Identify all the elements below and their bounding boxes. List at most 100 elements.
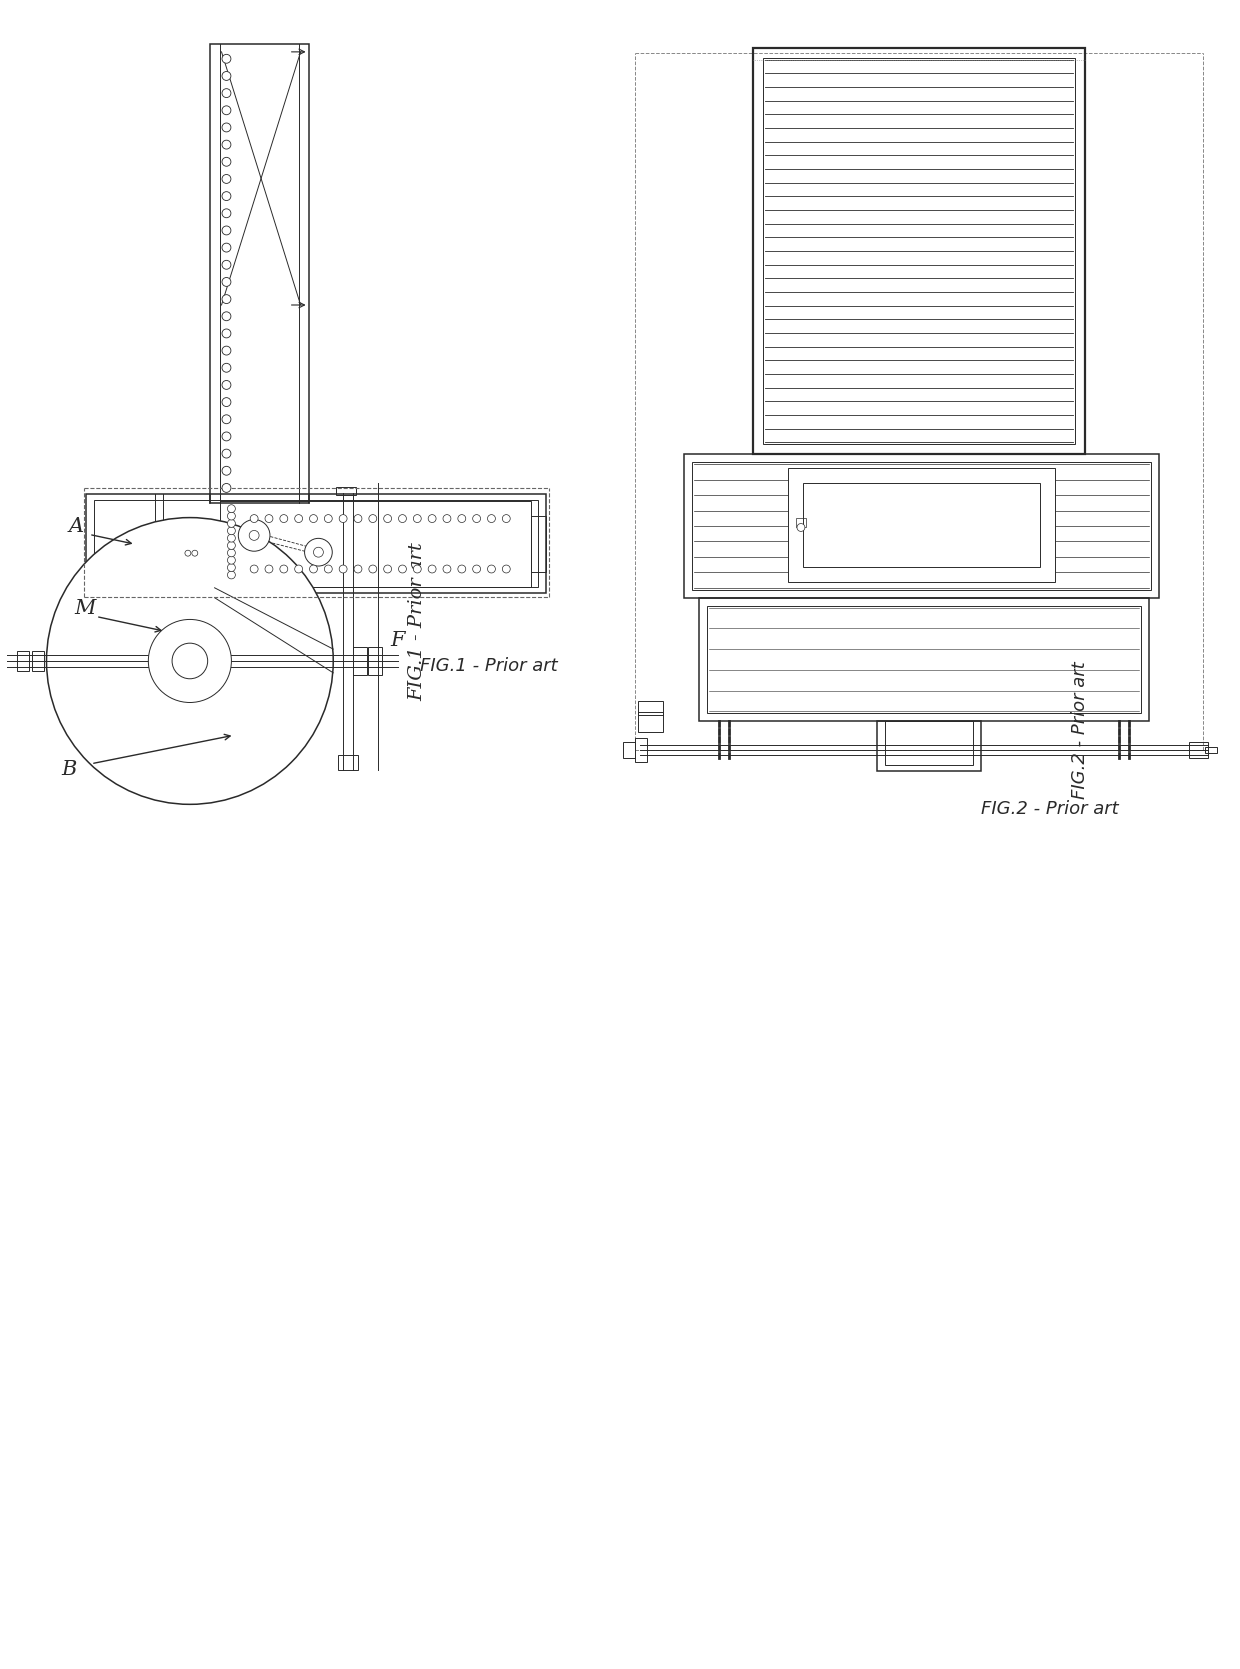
- Circle shape: [227, 556, 236, 564]
- Circle shape: [458, 566, 466, 572]
- Circle shape: [353, 566, 362, 572]
- Bar: [635, 738, 647, 761]
- Circle shape: [797, 524, 805, 531]
- Circle shape: [249, 531, 259, 541]
- Bar: [877, 721, 981, 771]
- Circle shape: [383, 514, 392, 522]
- Bar: [219, 501, 531, 587]
- Circle shape: [310, 514, 317, 522]
- Circle shape: [472, 514, 481, 522]
- Bar: [339, 754, 358, 769]
- Circle shape: [413, 514, 422, 522]
- Circle shape: [227, 534, 236, 542]
- Circle shape: [502, 514, 510, 522]
- Text: FIG.1 - Prior art: FIG.1 - Prior art: [420, 658, 558, 674]
- Bar: [637, 713, 662, 733]
- Circle shape: [458, 514, 466, 522]
- Circle shape: [222, 244, 231, 252]
- Bar: [885, 721, 973, 764]
- Circle shape: [222, 416, 231, 424]
- Circle shape: [222, 260, 231, 269]
- Bar: [174, 547, 188, 556]
- Circle shape: [227, 571, 236, 579]
- Circle shape: [472, 566, 481, 572]
- Circle shape: [413, 566, 422, 572]
- Circle shape: [340, 566, 347, 572]
- Circle shape: [310, 566, 317, 572]
- Circle shape: [238, 519, 270, 551]
- Circle shape: [222, 466, 231, 476]
- Circle shape: [46, 517, 334, 804]
- Circle shape: [487, 514, 496, 522]
- Circle shape: [222, 225, 231, 235]
- Text: FIG.2 - Prior art: FIG.2 - Prior art: [981, 799, 1118, 818]
- Bar: [796, 517, 806, 527]
- Circle shape: [368, 514, 377, 522]
- Text: A: A: [68, 517, 83, 536]
- Circle shape: [222, 140, 231, 149]
- Circle shape: [222, 397, 231, 407]
- Circle shape: [250, 566, 258, 572]
- Circle shape: [250, 514, 258, 522]
- Circle shape: [222, 432, 231, 441]
- Bar: [336, 487, 356, 494]
- Circle shape: [443, 566, 451, 572]
- Circle shape: [222, 209, 231, 217]
- Bar: [368, 648, 382, 674]
- Circle shape: [185, 551, 191, 556]
- Circle shape: [222, 124, 231, 132]
- Circle shape: [265, 514, 273, 522]
- Circle shape: [222, 55, 231, 63]
- Circle shape: [353, 514, 362, 522]
- Circle shape: [149, 619, 232, 703]
- Circle shape: [368, 566, 377, 572]
- Circle shape: [222, 364, 231, 372]
- Circle shape: [227, 541, 236, 549]
- Circle shape: [502, 566, 510, 572]
- Circle shape: [222, 449, 231, 457]
- Circle shape: [398, 514, 407, 522]
- Circle shape: [227, 519, 236, 527]
- Circle shape: [222, 72, 231, 80]
- Bar: [707, 606, 1141, 713]
- Circle shape: [428, 514, 436, 522]
- Circle shape: [314, 547, 324, 557]
- Text: B: B: [61, 759, 77, 779]
- Text: F: F: [391, 631, 405, 651]
- Circle shape: [398, 566, 407, 572]
- Circle shape: [222, 381, 231, 389]
- Bar: [789, 467, 1055, 582]
- Circle shape: [192, 551, 198, 556]
- Text: M: M: [74, 599, 95, 618]
- Circle shape: [222, 157, 231, 167]
- Circle shape: [227, 527, 236, 534]
- Bar: [17, 651, 29, 671]
- Bar: [32, 651, 43, 671]
- Bar: [754, 48, 1085, 454]
- Circle shape: [295, 514, 303, 522]
- Bar: [94, 499, 538, 587]
- Text: FIG.1 - Prior art: FIG.1 - Prior art: [408, 542, 427, 701]
- Bar: [684, 454, 1159, 598]
- Circle shape: [222, 484, 231, 492]
- Circle shape: [222, 277, 231, 287]
- Circle shape: [222, 329, 231, 337]
- Circle shape: [340, 514, 347, 522]
- Circle shape: [280, 514, 288, 522]
- Circle shape: [443, 514, 451, 522]
- Circle shape: [227, 512, 236, 521]
- Circle shape: [265, 566, 273, 572]
- Circle shape: [222, 192, 231, 200]
- Circle shape: [222, 295, 231, 304]
- Bar: [622, 743, 635, 758]
- Bar: [764, 58, 1075, 444]
- Circle shape: [428, 566, 436, 572]
- Bar: [154, 544, 174, 561]
- Circle shape: [305, 539, 332, 566]
- Circle shape: [383, 566, 392, 572]
- Bar: [692, 462, 1151, 589]
- Circle shape: [222, 175, 231, 184]
- Circle shape: [222, 312, 231, 320]
- Bar: [804, 482, 1040, 567]
- Circle shape: [280, 566, 288, 572]
